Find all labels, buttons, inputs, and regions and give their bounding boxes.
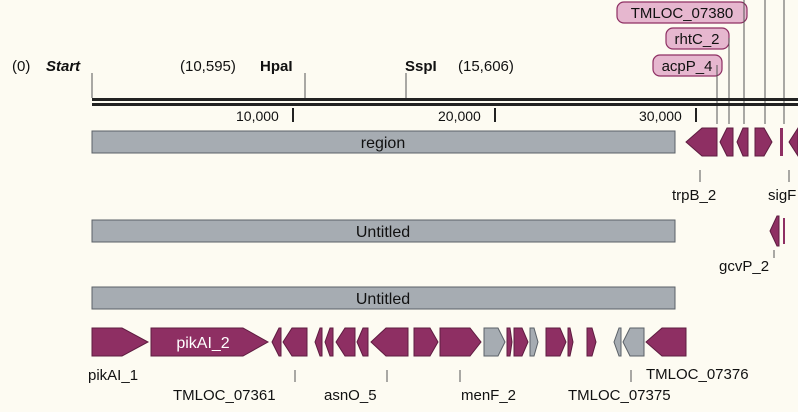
start-position: (0) (12, 58, 30, 75)
gene-label-tmloc-07361: TMLOC_07361 (173, 387, 276, 404)
gene-arrow-trpB-2[interactable] (685, 127, 718, 157)
region-label: region (361, 135, 405, 152)
gene-arrow[interactable] (335, 327, 356, 357)
gene-arrow[interactable] (314, 327, 323, 357)
hpai-label[interactable]: HpaI (260, 58, 293, 75)
gene-label-tmloc-07375: TMLOC_07375 (568, 387, 671, 404)
tag-rhtc-2-label: rhtC_2 (674, 31, 719, 48)
gene-label-pikAI-1: pikAI_1 (88, 367, 138, 384)
hpai-position: (10,595) (180, 58, 236, 75)
gene-label-trpB-2: trpB_2 (672, 187, 716, 204)
gene-arrow[interactable] (271, 327, 282, 357)
gene-arrow[interactable] (513, 327, 529, 357)
gene-arrow[interactable] (324, 327, 334, 357)
gene-arrow[interactable] (567, 327, 574, 357)
gene-track-bottom: pikAI_2 (91, 327, 687, 357)
sspi-label[interactable]: SspI (405, 58, 437, 75)
gene-label-asnO-5: asnO_5 (324, 387, 377, 404)
tag-acpp-4[interactable] (652, 54, 723, 77)
gene-arrow[interactable] (736, 127, 749, 157)
sspi-position: (15,606) (458, 58, 514, 75)
gene-arrow[interactable] (788, 127, 798, 157)
gene-arrow-gcvP-2[interactable] (769, 215, 780, 247)
backbone-top (92, 98, 798, 101)
gene-arrow-asnO-5[interactable] (370, 327, 409, 357)
gene-label-menF-2: menF_2 (461, 387, 516, 404)
gene-arrow[interactable] (719, 127, 734, 157)
gene-arrow-tmloc-07375[interactable] (622, 327, 645, 357)
gene-arrow-pikAI-2[interactable] (150, 327, 270, 357)
gene-labels-bottom: pikAI_1 TMLOC_07361 asnO_5 menF_2 TMLOC_… (88, 366, 749, 404)
feature-tags: TMLOC_07380 rhtC_2 acpP_4 (616, 0, 785, 124)
tag-tmloc-07380[interactable] (616, 1, 748, 24)
gene-arrow-menF-2[interactable] (439, 327, 482, 357)
enzyme-sites: (0) Start (10,595) HpaI SspI (15,606) (12, 58, 514, 98)
ruler-tick-10000: 10,000 (236, 108, 279, 124)
gene-arrow[interactable] (356, 327, 369, 357)
start-label[interactable]: Start (46, 58, 81, 75)
gene-arrow[interactable] (545, 327, 567, 357)
untitled-feature-2[interactable] (91, 286, 676, 310)
region-feature[interactable] (91, 130, 676, 154)
gene-arrow[interactable] (780, 128, 783, 156)
ruler-tick-30000: 30,000 (639, 108, 682, 124)
gene-arrow[interactable] (783, 218, 785, 244)
gene-label-tmloc-07376: TMLOC_07376 (646, 366, 749, 383)
gene-arrow-tmloc-07361[interactable] (282, 327, 308, 357)
tag-acpp-4-label: acpP_4 (662, 58, 713, 75)
untitled-feature-1[interactable] (91, 219, 676, 243)
gene-group-gcvP: gcvP_2 (719, 215, 785, 275)
gene-arrow-pikAI-1[interactable] (91, 327, 150, 357)
gene-label-pikAI-2: pikAI_2 (176, 335, 229, 352)
gene-group-right-top: trpB_2 sigF (672, 127, 798, 204)
ruler-tick-20000: 20,000 (438, 108, 481, 124)
untitled-label-1: Untitled (356, 224, 410, 241)
tag-tmloc-07380-label: TMLOC_07380 (631, 5, 734, 22)
untitled-label-2: Untitled (356, 291, 410, 308)
gene-arrow-tmloc-07376[interactable] (645, 327, 687, 357)
gene-arrow-grey[interactable] (483, 327, 506, 357)
gene-label-gcvP-2: gcvP_2 (719, 258, 769, 275)
gene-arrow[interactable] (506, 327, 513, 357)
backbone-bottom (92, 103, 798, 106)
ruler: 10,000 20,000 30,000 (92, 98, 798, 124)
gene-arrow-grey[interactable] (529, 327, 539, 357)
gene-arrow[interactable] (413, 327, 439, 357)
gene-arrow[interactable] (586, 327, 597, 357)
gene-label-sig: sigF (768, 187, 796, 204)
gene-arrow[interactable] (754, 127, 773, 157)
gene-arrow-grey[interactable] (613, 327, 622, 357)
